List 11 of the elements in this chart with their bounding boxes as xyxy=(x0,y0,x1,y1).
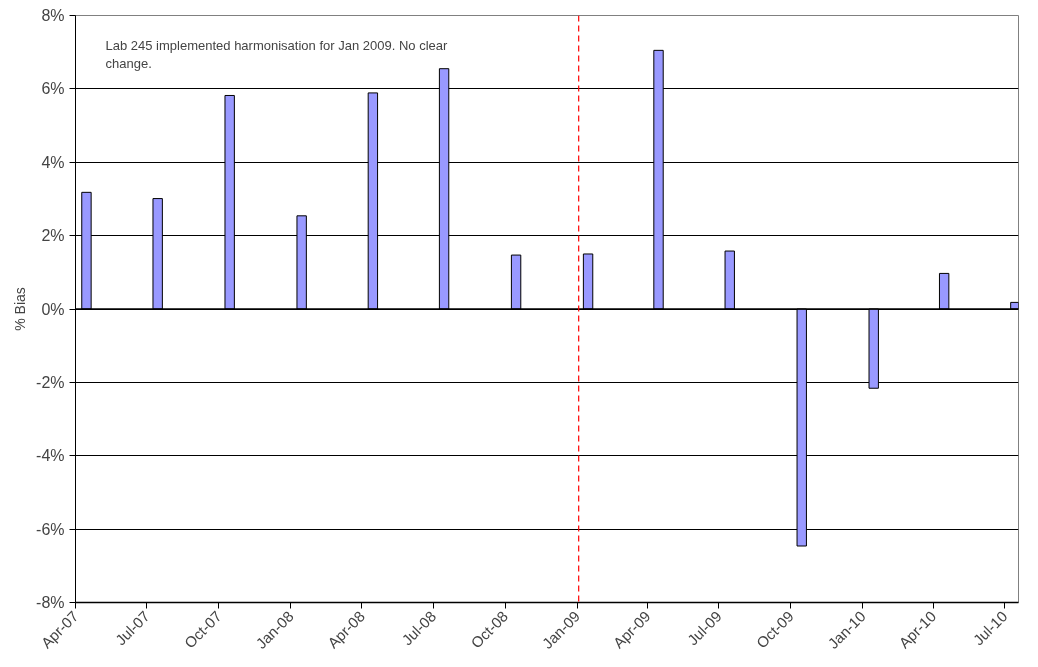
y-tick-label: -4% xyxy=(36,447,65,465)
annotation: Lab 245 implemented harmonisation for Jan 2009. No clear change. xyxy=(105,37,448,71)
y-tick-label: 8% xyxy=(41,7,65,24)
y-tick-label: -6% xyxy=(36,520,65,538)
y-axis-title: % Bias xyxy=(12,287,29,331)
y-tick-label: 0% xyxy=(41,300,65,318)
y-tick-label: -2% xyxy=(36,373,65,391)
y-tick-label: 6% xyxy=(41,80,65,98)
y-tick-label: 2% xyxy=(41,227,65,245)
y-tick-label: -8% xyxy=(36,594,65,611)
y-tick-label: 4% xyxy=(41,153,65,171)
